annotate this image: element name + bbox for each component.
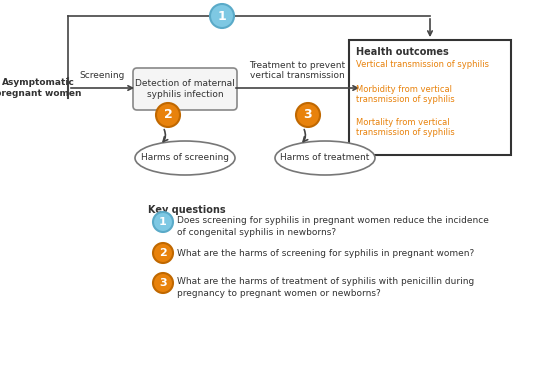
Circle shape [156,103,180,127]
Text: Vertical transmission of syphilis: Vertical transmission of syphilis [356,60,489,69]
Text: Asymptomatic
pregnant women: Asymptomatic pregnant women [0,78,81,98]
Text: Screening: Screening [80,71,125,80]
Ellipse shape [275,141,375,175]
Text: Harms of treatment: Harms of treatment [280,154,370,162]
Text: 3: 3 [304,108,312,121]
Circle shape [210,4,234,28]
FancyBboxPatch shape [133,68,237,110]
Text: 2: 2 [164,108,172,121]
Circle shape [296,103,320,127]
Text: pregnancy to pregnant women or newborns?: pregnancy to pregnant women or newborns? [177,289,381,298]
Text: Health outcomes: Health outcomes [356,47,449,57]
Text: Does screening for syphilis in pregnant women reduce the incidence: Does screening for syphilis in pregnant … [177,216,489,225]
Text: 3: 3 [159,278,167,288]
Text: 1: 1 [217,10,226,23]
Circle shape [153,212,173,232]
Circle shape [153,273,173,293]
Bar [349,40,511,155]
Text: Harms of screening: Harms of screening [141,154,229,162]
Text: What are the harms of treatment of syphilis with penicillin during: What are the harms of treatment of syphi… [177,277,474,286]
Text: What are the harms of screening for syphilis in pregnant women?: What are the harms of screening for syph… [177,248,474,258]
Ellipse shape [135,141,235,175]
Text: Morbidity from vertical
transmission of syphilis: Morbidity from vertical transmission of … [356,85,455,104]
Text: Mortality from vertical
transmission of syphilis: Mortality from vertical transmission of … [356,118,455,137]
Text: 2: 2 [159,248,167,258]
Text: Detection of maternal
syphilis infection: Detection of maternal syphilis infection [135,79,235,99]
Text: Key questions: Key questions [148,205,226,215]
Text: Treatment to prevent
vertical transmission: Treatment to prevent vertical transmissi… [250,61,346,80]
Circle shape [153,243,173,263]
Text: of congenital syphilis in newborns?: of congenital syphilis in newborns? [177,228,336,237]
Text: 1: 1 [159,217,167,227]
